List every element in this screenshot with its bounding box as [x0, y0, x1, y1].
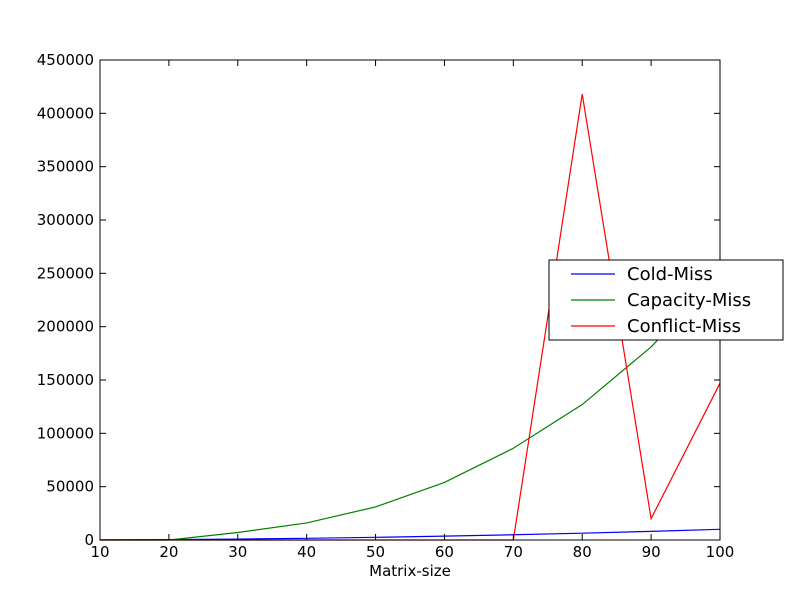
x-tick-label: 30: [228, 543, 247, 561]
y-tick-label: 250000: [37, 264, 94, 282]
x-tick-label: 40: [297, 543, 316, 561]
x-tick-label: 50: [366, 543, 385, 561]
x-tick-label: 70: [504, 543, 523, 561]
y-tick-label: 200000: [37, 318, 94, 336]
y-tick-label: 350000: [37, 158, 94, 176]
x-tick-label: 100: [706, 543, 735, 561]
y-tick-label: 50000: [46, 478, 94, 496]
series-line-1: [99, 528, 721, 541]
legend-label: Conflict-Miss: [627, 316, 741, 337]
series-line-2: [100, 272, 721, 541]
legend: Cold-Miss Capacity-Miss Conflict-Miss: [548, 259, 784, 341]
x-tick-label: 80: [573, 543, 592, 561]
x-tick-label: 20: [159, 543, 178, 561]
x-tick-label: 10: [90, 543, 109, 561]
y-tick-label: 400000: [37, 104, 94, 122]
x-axis-title: Matrix-size: [369, 562, 451, 580]
x-tick-label: 60: [435, 543, 454, 561]
ticks-layer: 10 20 30 40 50 60 70 80 90 100 0 50000 100000 150000 2…: [37, 51, 735, 561]
y-tick-label: 100000: [37, 424, 94, 442]
y-tick-label: 300000: [37, 211, 94, 229]
x-tick-label: 90: [642, 543, 661, 561]
legend-label: Cold-Miss: [627, 264, 713, 285]
y-tick-label: 150000: [37, 371, 94, 389]
legend-label: Capacity-Miss: [627, 290, 751, 311]
y-tick-label: 0: [84, 531, 94, 549]
y-tick-label: 450000: [37, 51, 94, 69]
